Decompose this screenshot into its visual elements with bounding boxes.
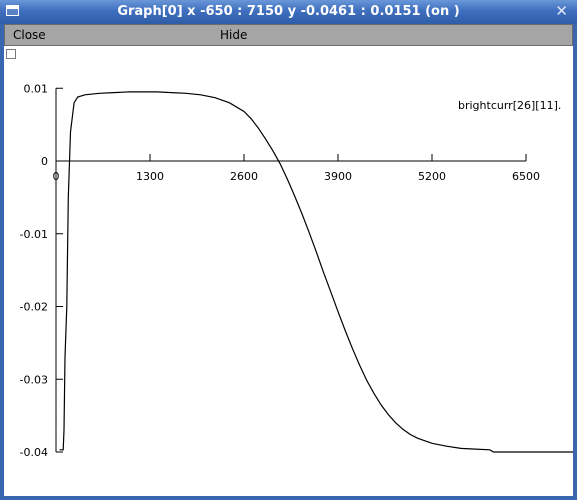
close-menu-button[interactable]: Close [13,28,46,42]
x-tick-label: 5200 [418,170,446,183]
y-tick-label: 0 [41,155,48,168]
y-tick-label: 0.01 [24,82,49,95]
x-tick-label: 2600 [230,170,258,183]
y-tick-label: -0.03 [20,373,48,386]
plot-ticks: 0 1300 2600 3900 5200 6500 0.01 0 -0.01 -0.02 -0.0… [20,82,540,459]
series-line-brightcurr [59,91,573,453]
x-tick-label: 6500 [512,170,540,183]
x-tick-label: 0 [53,170,60,183]
window-menu-icon[interactable] [6,5,19,16]
x-tick-label: 1300 [136,170,164,183]
y-tick-label: -0.01 [20,228,48,241]
plot-axes [55,88,526,452]
hide-menu-button[interactable]: Hide [220,28,248,42]
menu-bar: Close Hide [4,24,573,46]
close-icon[interactable]: ✕ [555,2,568,20]
title-bar[interactable]: Graph[0] x -650 : 7150 y -0.0461 : 0.015… [0,0,577,24]
window-title: Graph[0] x -650 : 7150 y -0.0461 : 0.015… [117,4,460,19]
y-tick-label: -0.02 [20,301,48,314]
x-tick-label: 3900 [324,170,352,183]
toggle-checkbox[interactable] [6,49,16,59]
y-tick-label: -0.04 [20,446,48,459]
series-label: brightcurr[26][11]. [458,99,561,112]
